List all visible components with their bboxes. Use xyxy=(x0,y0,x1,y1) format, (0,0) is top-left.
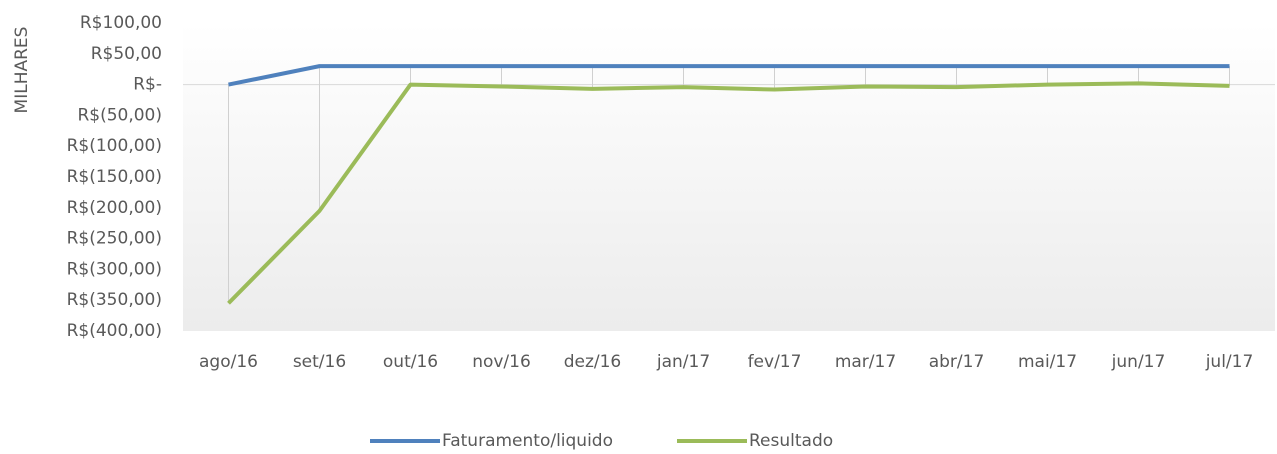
plot-area xyxy=(183,23,1275,331)
x-tick-label: abr/17 xyxy=(929,352,985,372)
y-tick-label: R$(250,00) xyxy=(67,229,162,249)
y-tick-label: R$(350,00) xyxy=(67,290,162,310)
x-tick-label: mar/17 xyxy=(835,352,896,372)
x-tick-label: mai/17 xyxy=(1018,352,1077,372)
y-tick-label: R$(100,00) xyxy=(67,136,162,156)
y-tick-label: R$(150,00) xyxy=(67,167,162,187)
y-tick-label: R$(300,00) xyxy=(67,259,162,279)
y-tick-label: R$(200,00) xyxy=(67,198,162,218)
x-tick-label: jun/17 xyxy=(1111,352,1166,372)
x-tick-label: fev/17 xyxy=(748,352,802,372)
x-tick-label: jul/17 xyxy=(1205,352,1254,372)
x-tick-label: nov/16 xyxy=(472,352,531,372)
x-tick-label: out/16 xyxy=(383,352,438,372)
legend-label: Faturamento/liquido xyxy=(442,431,613,451)
x-tick-label: jan/17 xyxy=(656,352,710,372)
series-line xyxy=(228,64,1230,87)
x-tick-label: ago/16 xyxy=(199,352,258,372)
y-tick-label: R$(50,00) xyxy=(77,105,162,125)
legend-label: Resultado xyxy=(749,431,833,451)
y-tick-label: R$- xyxy=(133,75,162,95)
y-tick-label: R$100,00 xyxy=(80,13,162,33)
y-tick-label: R$(400,00) xyxy=(67,321,162,341)
x-tick-label: dez/16 xyxy=(564,352,622,372)
y-tick-label: R$50,00 xyxy=(91,44,162,64)
y-axis-label: MILHARES xyxy=(12,27,32,114)
series-line xyxy=(227,81,1230,305)
x-tick-label: set/16 xyxy=(293,352,346,372)
